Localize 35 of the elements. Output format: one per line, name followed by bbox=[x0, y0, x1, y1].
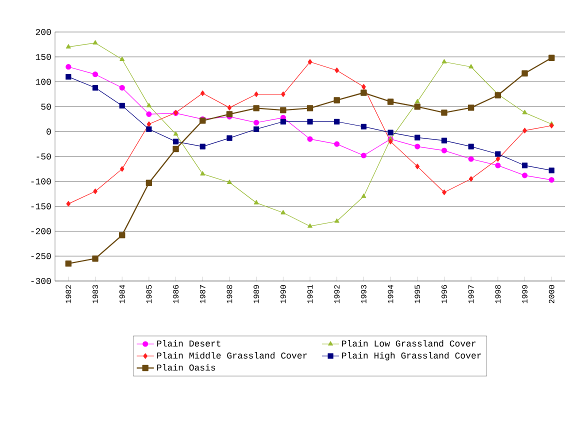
x-tick-label: 1983 bbox=[92, 285, 98, 304]
x-tick-label: 1996 bbox=[442, 285, 447, 304]
y-tick-label: -100 bbox=[31, 178, 51, 184]
y-tick-label: 100 bbox=[36, 78, 51, 85]
x-tick-label: 1988 bbox=[226, 285, 232, 304]
y-tick-label: 200 bbox=[36, 28, 51, 36]
x-tick-label: 1999 bbox=[522, 285, 528, 304]
x-tick-label: 1994 bbox=[388, 284, 394, 304]
y-tick-label: 0 bbox=[46, 128, 51, 135]
legend-label: Plain Middle Grassland Cover bbox=[157, 352, 307, 359]
x-tick-label: 1997 bbox=[468, 285, 474, 304]
y-tick-label: -50 bbox=[36, 153, 51, 160]
x-tick-label: 1990 bbox=[280, 285, 286, 304]
legend-label: Plain Low Grassland Cover bbox=[342, 340, 476, 347]
x-tick-label: 1993 bbox=[360, 285, 366, 304]
y-tick-label: 50 bbox=[41, 104, 51, 110]
y-tick-label: 150 bbox=[36, 54, 51, 60]
x-tick-label: 1991 bbox=[307, 284, 313, 304]
y-tick-label: -250 bbox=[31, 253, 51, 260]
legend-label: Plain Desert bbox=[157, 340, 220, 347]
x-tick-label: 1992 bbox=[334, 285, 340, 304]
x-tick-label: 1987 bbox=[200, 285, 206, 304]
x-tick-label: 1985 bbox=[146, 285, 152, 304]
y-tick-label: -200 bbox=[31, 228, 51, 234]
x-tick-label: 1986 bbox=[173, 285, 179, 304]
x-tick-label: 1989 bbox=[254, 285, 260, 304]
x-tick-label: 1998 bbox=[495, 285, 501, 304]
x-tick-label: 1995 bbox=[414, 285, 420, 304]
legend-label: Plain High Grassland Cover bbox=[342, 352, 481, 360]
legend-label: Plain Oasis bbox=[157, 364, 216, 371]
x-tick-label: 1982 bbox=[66, 285, 72, 304]
y-tick-label: -150 bbox=[31, 203, 51, 210]
x-tick-label: 2000 bbox=[548, 285, 554, 304]
y-tick-label: -300 bbox=[31, 278, 51, 284]
x-tick-label: 1984 bbox=[119, 284, 125, 304]
